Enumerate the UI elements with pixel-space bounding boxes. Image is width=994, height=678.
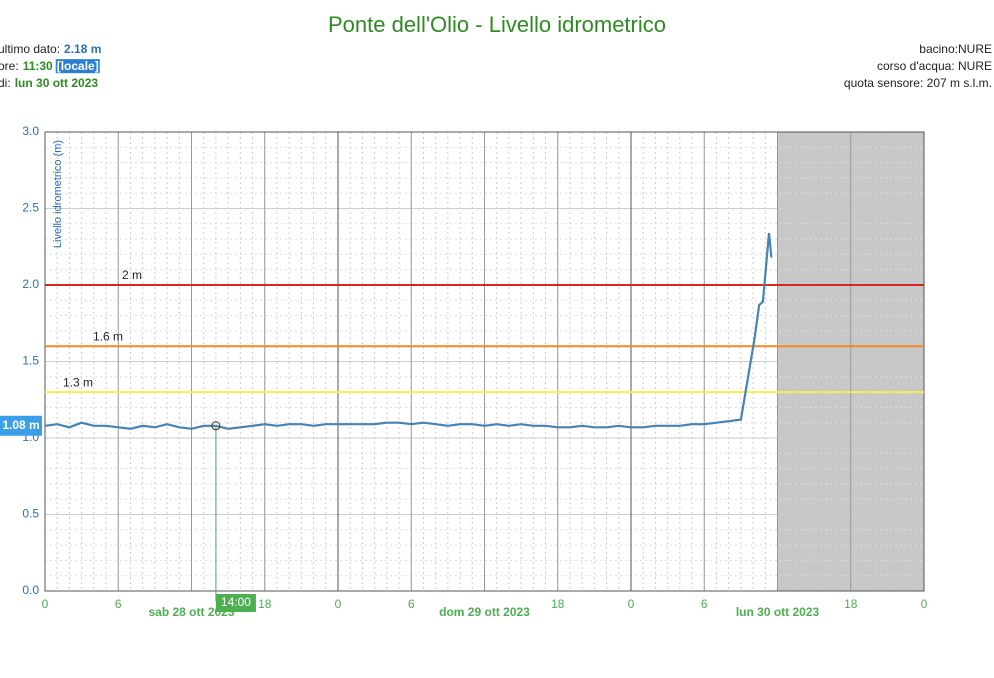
x-tick-label: 6	[408, 597, 415, 611]
y-axis-title: Livello idrometrico (m)	[52, 140, 64, 248]
x-tick-label: 6	[701, 597, 708, 611]
y-tick-label: 1.5	[22, 354, 39, 368]
x-tick-label: 6	[115, 597, 122, 611]
plot-frame	[44, 131, 925, 592]
info-label: ultimo dato:	[0, 42, 60, 56]
info-label: di:	[0, 76, 11, 90]
info-tag-bg	[55, 59, 100, 74]
y-tick-label: 2.0	[22, 277, 39, 291]
info-right: bacino:NURE	[919, 42, 992, 56]
data-line	[44, 232, 773, 430]
crosshair-x-label: 14:00	[221, 595, 251, 609]
x-tick-label: 18	[844, 597, 858, 611]
x-tick-label: 0	[335, 597, 342, 611]
x-tick-label: 0	[42, 597, 49, 611]
x-date-label: sab 28 ott 2023	[148, 605, 234, 619]
threshold-label: 2 m	[122, 268, 142, 282]
y-tick-label: 3.0	[22, 124, 39, 138]
y-tick-label: 2.5	[22, 201, 39, 215]
threshold-label: 1.6 m	[93, 329, 123, 343]
x-tick-label: 18	[258, 597, 272, 611]
y-tick-label: 0.0	[22, 583, 39, 597]
info-line: di: lun 30 ott 2023	[0, 76, 98, 90]
threshold-label: 1.3 m	[63, 375, 93, 389]
info-line: ore: 11:30 [locale]	[0, 59, 99, 73]
crosshair-x-bg	[215, 594, 256, 612]
info-value: 2.18 m	[64, 42, 101, 56]
info-right: corso d'acqua: NURE	[877, 59, 992, 73]
info-tag: [locale]	[57, 59, 99, 73]
x-date-label: lun 30 ott 2023	[736, 605, 820, 619]
info-value: 11:30	[23, 59, 53, 73]
crosshair-y-label: 1.08 m	[2, 418, 39, 432]
crosshair-y-bg	[0, 415, 42, 436]
x-tick-label: 18	[551, 597, 565, 611]
x-date-label: dom 29 ott 2023	[439, 605, 530, 619]
info-label: ore:	[0, 59, 19, 73]
crosshair-point	[211, 421, 221, 431]
x-tick-label: 0	[921, 597, 928, 611]
info-value: lun 30 ott 2023	[15, 76, 99, 90]
info-right: quota sensore: 207 m s.l.m.	[844, 76, 992, 90]
info-line: ultimo dato: 2.18 m	[0, 42, 101, 56]
chart-title: Ponte dell'Olio - Livello idrometrico	[328, 12, 666, 37]
x-tick-label: 0	[628, 597, 635, 611]
y-tick-label: 0.5	[22, 507, 39, 521]
